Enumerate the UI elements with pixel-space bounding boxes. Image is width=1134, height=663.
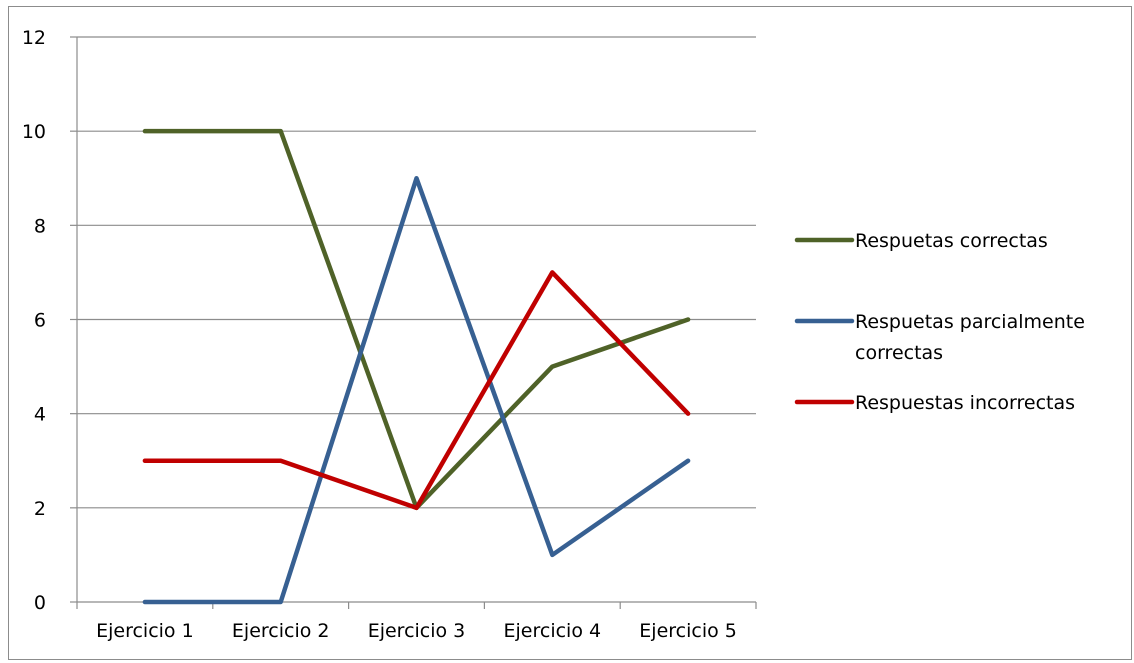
series-lines: [142, 128, 691, 605]
data-point: [686, 318, 690, 321]
data-point: [550, 553, 554, 557]
data-point: [415, 176, 418, 180]
x-tick-label: Ejercicio 5: [639, 620, 737, 642]
data-point: [686, 412, 690, 416]
y-tick-label: 0: [34, 592, 46, 614]
data-point: [686, 459, 690, 463]
legend-label: Respuetas correctas: [855, 230, 1048, 252]
x-tick-label: Ejercicio 1: [96, 620, 194, 642]
legend-label: Respuestas incorrectas: [855, 392, 1075, 414]
x-tick-label: Ejercicio 3: [368, 620, 466, 642]
data-point: [143, 600, 147, 604]
legend-label: Respuetas parcialmente: [855, 311, 1085, 333]
data-point: [143, 459, 147, 463]
data-point: [415, 506, 418, 510]
gridlines: [77, 36, 756, 509]
data-point: [143, 129, 147, 133]
data-point: [550, 270, 554, 274]
data-point: [279, 600, 283, 604]
y-tick-label: 12: [22, 27, 46, 49]
x-tick-label: Ejercicio 2: [232, 620, 330, 642]
chart-area: [8, 6, 1132, 660]
data-point: [279, 129, 283, 133]
data-point: [550, 365, 554, 369]
legend-label: correctas: [855, 342, 943, 364]
y-tick-label: 2: [34, 498, 46, 520]
x-tick-label: Ejercicio 4: [504, 620, 602, 642]
y-tick-label: 8: [34, 215, 46, 237]
series-line-2: [142, 176, 691, 605]
series-line-3: [142, 270, 691, 511]
legend: Respuetas correctas Respuetas parcialment…: [794, 230, 1085, 414]
y-tick-label: 10: [22, 121, 46, 143]
y-tick-label: 4: [34, 404, 46, 426]
data-point: [279, 459, 283, 463]
y-tick-label: 6: [34, 310, 46, 332]
